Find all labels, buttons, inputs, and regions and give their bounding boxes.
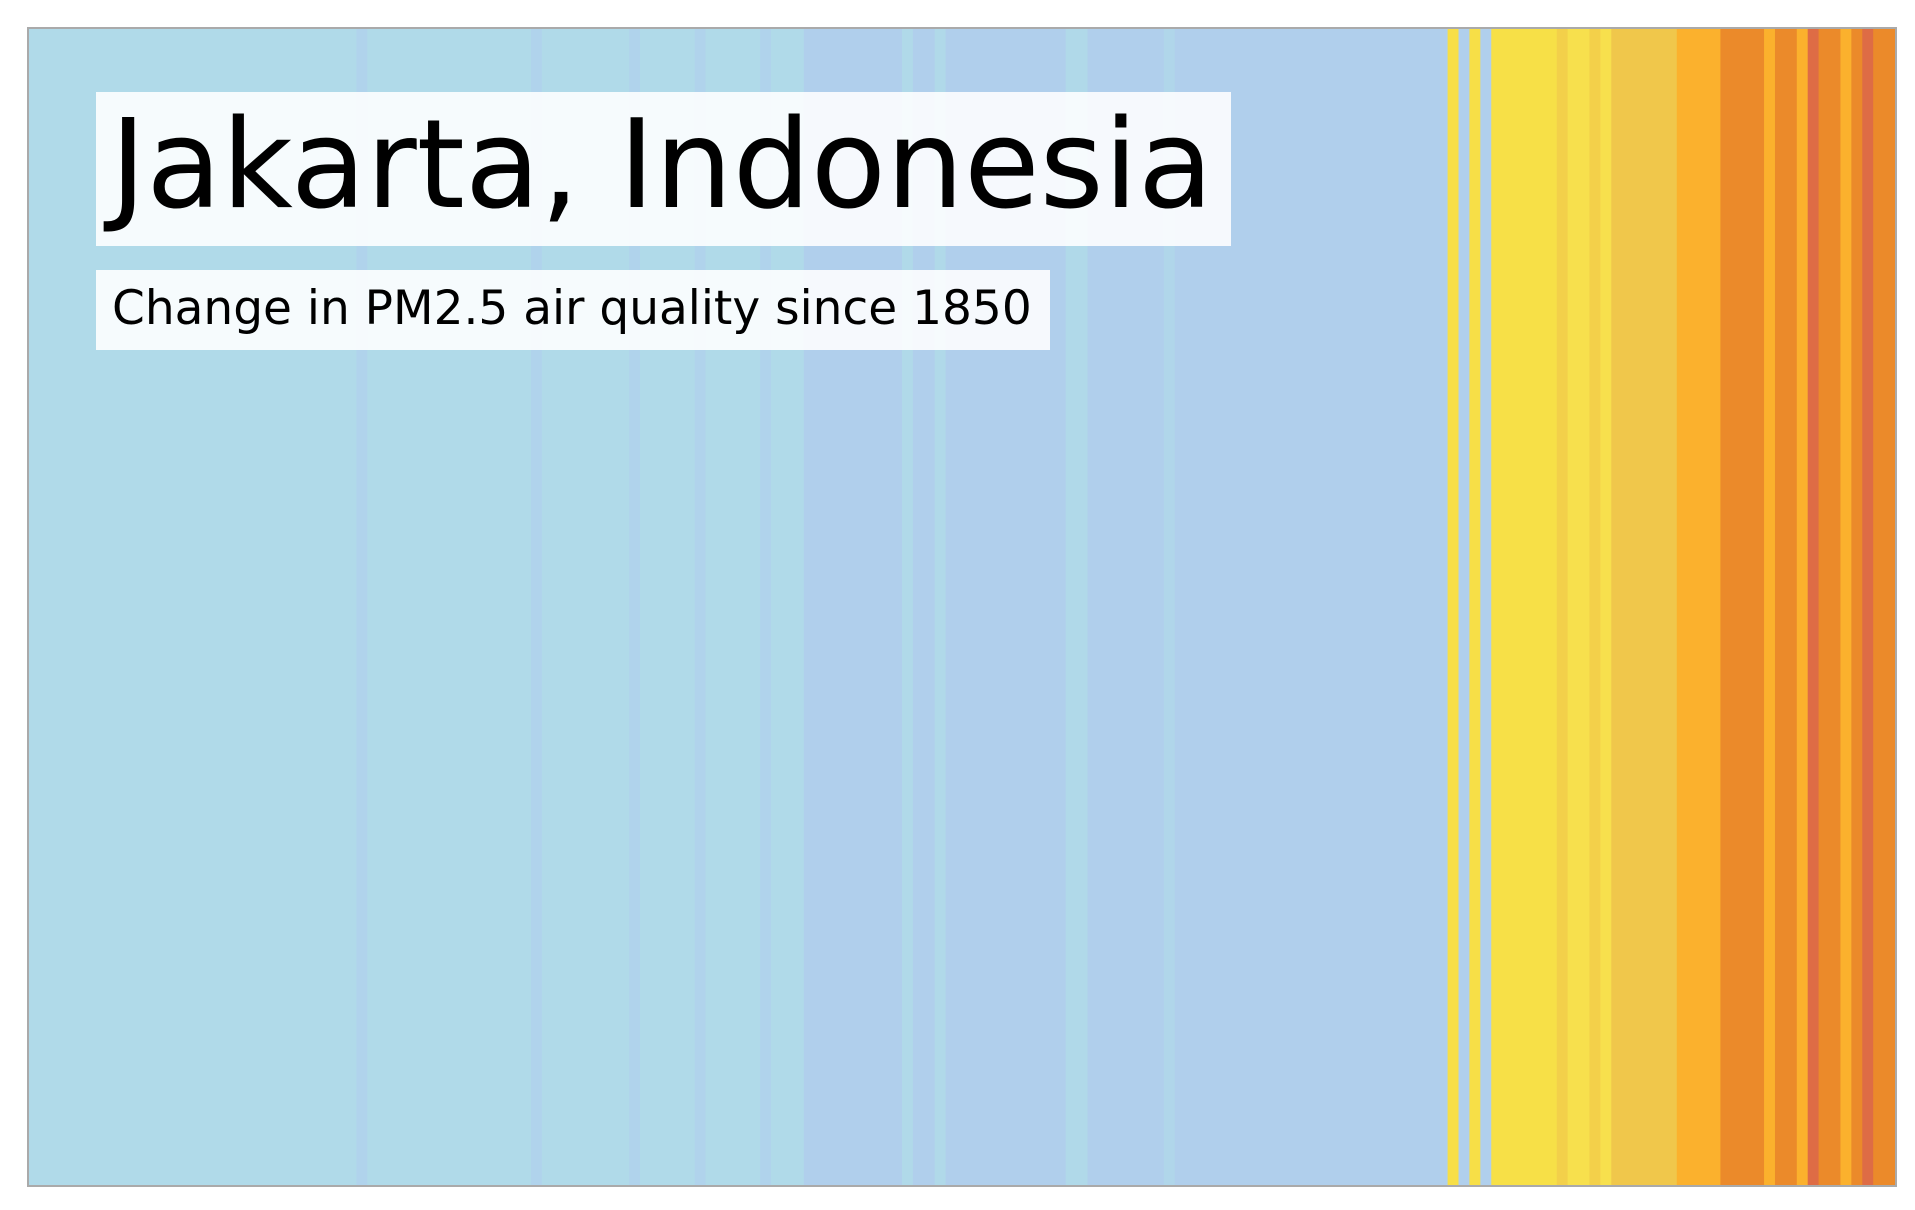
stripe-band-2012	[1796, 29, 1809, 1185]
stripe-band-1982	[1469, 29, 1481, 1185]
stripe-band-2009	[1764, 29, 1776, 1185]
stripe-band-2014	[1818, 29, 1842, 1185]
stripe-band-1991	[1567, 29, 1591, 1185]
stripe-band-1995	[1611, 29, 1678, 1185]
stripe-band-1911	[694, 29, 707, 1185]
stripe-band-1905	[629, 29, 641, 1185]
stripe-band-1984	[1491, 29, 1558, 1185]
stripe-band-1994	[1600, 29, 1612, 1185]
stripe-band-2017	[1851, 29, 1863, 1185]
stripe-band-2018	[1862, 29, 1874, 1185]
stripe-band-2001	[1676, 29, 1722, 1185]
stripe-band-2019	[1873, 29, 1895, 1185]
stripe-band-1930	[901, 29, 914, 1185]
stripe-band-1983	[1480, 29, 1492, 1185]
stripe-band-1880	[356, 29, 368, 1185]
stripe-band-1980	[1447, 29, 1460, 1185]
stripe-band-1945	[1065, 29, 1089, 1185]
stripe-band-1993	[1589, 29, 1601, 1185]
stripe-band-2016	[1840, 29, 1852, 1185]
stripe-band-1917	[760, 29, 772, 1185]
stripe-band-2005	[1720, 29, 1765, 1185]
chart-subtitle: Change in PM2.5 air quality since 1850	[96, 270, 1050, 350]
chart-title: Jakarta, Indonesia	[96, 92, 1232, 246]
stripe-band-1933	[934, 29, 947, 1185]
chart-frame: Jakarta, Indonesia Change in PM2.5 air q…	[27, 27, 1897, 1187]
stripe-band-1990	[1556, 29, 1569, 1185]
stripe-band-1896	[530, 29, 543, 1185]
stripe-band-2010	[1774, 29, 1798, 1185]
stripe-band-2013	[1807, 29, 1820, 1185]
stripe-band-1981	[1458, 29, 1471, 1185]
stripe-band-1954	[1163, 29, 1176, 1185]
